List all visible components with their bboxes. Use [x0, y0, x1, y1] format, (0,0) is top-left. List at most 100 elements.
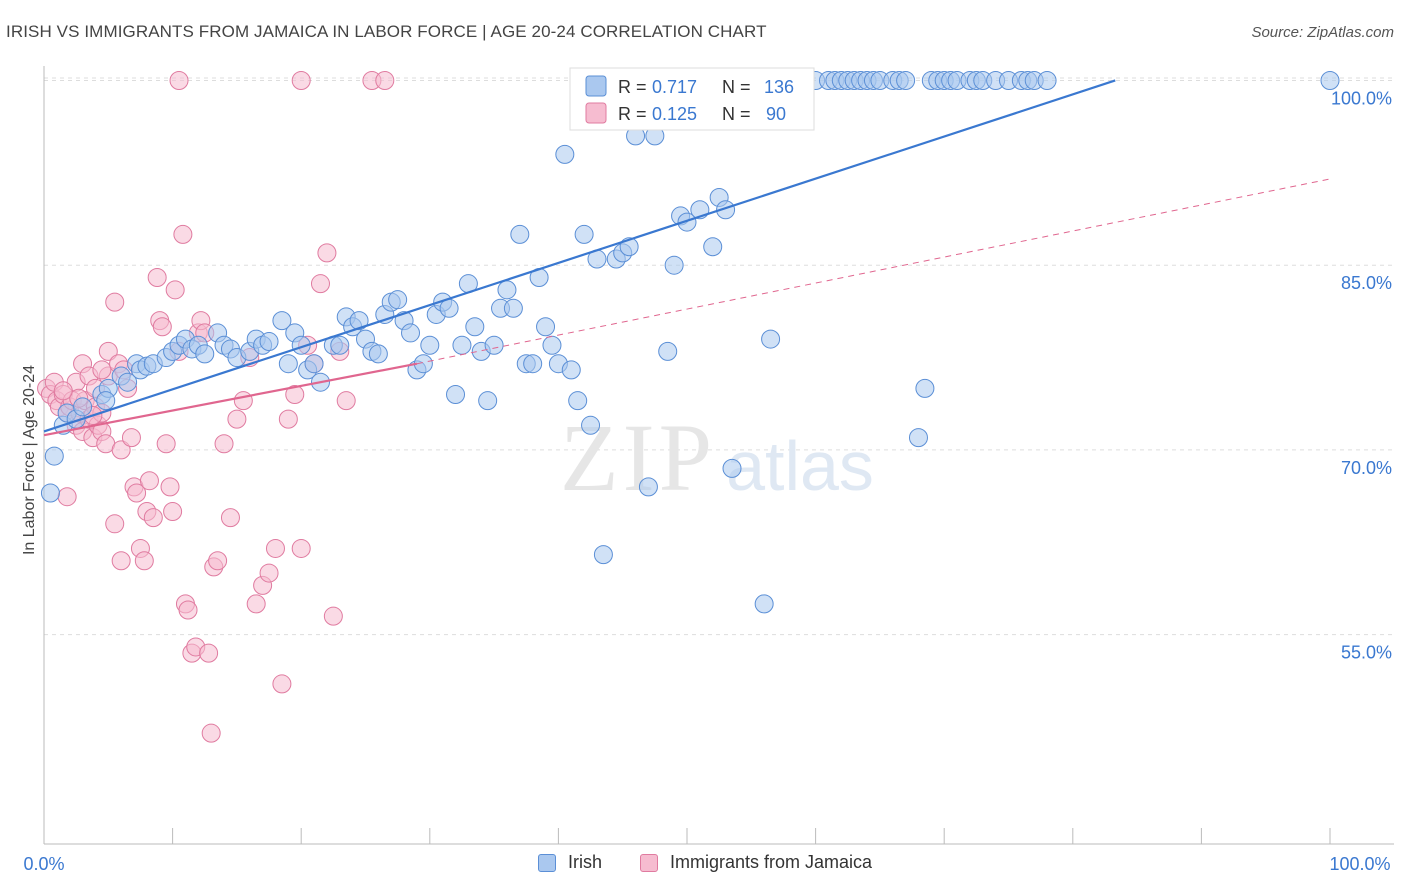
- irish-point: [510, 224, 530, 244]
- jamaica-point: [199, 643, 219, 663]
- legend-swatch-irish-bottom: [538, 853, 556, 872]
- jamaica-point: [375, 70, 395, 90]
- jamaica-point: [310, 274, 330, 294]
- jamaica-point: [53, 381, 73, 401]
- x-tick-label: 100.0%: [1329, 854, 1390, 874]
- jamaica-point: [214, 434, 234, 454]
- jamaica-point: [208, 551, 228, 571]
- jamaica-point: [291, 538, 311, 558]
- chart-title: IRISH VS IMMIGRANTS FROM JAMAICA IN LABO…: [6, 22, 767, 41]
- y-tick-label: 85.0%: [1341, 273, 1392, 293]
- jamaica-trend-line: [43, 362, 418, 437]
- irish-point: [330, 335, 350, 355]
- irish-point: [536, 317, 556, 337]
- legend-n-value-jamaica: 90: [766, 104, 786, 124]
- jamaica-point: [152, 317, 172, 337]
- jamaica-point: [98, 341, 118, 361]
- jamaica-point: [169, 70, 189, 90]
- irish-point: [478, 391, 498, 411]
- irish-point: [44, 446, 64, 466]
- jamaica-point: [227, 409, 247, 429]
- irish-point: [368, 344, 388, 364]
- legend-n-label-jamaica: N =: [722, 104, 751, 124]
- jamaica-point: [336, 391, 356, 411]
- jamaica-point: [220, 508, 240, 528]
- irish-point: [658, 341, 678, 361]
- jamaica-point: [173, 224, 193, 244]
- jamaica-point: [121, 428, 141, 448]
- irish-point: [40, 483, 60, 503]
- irish-points: [40, 70, 1340, 614]
- legend-swatch-jamaica-bottom: [640, 853, 658, 872]
- irish-point: [503, 298, 523, 318]
- irish-point: [574, 224, 594, 244]
- legend-label-irish: Irish: [568, 852, 603, 872]
- legend-label-jamaica: Immigrants from Jamaica: [670, 852, 873, 872]
- irish-point: [439, 298, 459, 318]
- irish-point: [304, 354, 324, 374]
- jamaica-point: [246, 594, 266, 614]
- irish-point: [1037, 70, 1057, 90]
- irish-point: [555, 144, 575, 164]
- irish-point: [259, 332, 279, 352]
- legend-item-irish: Irish: [538, 852, 602, 873]
- legend-swatch-irish: [585, 75, 607, 97]
- irish-point: [446, 385, 466, 405]
- jamaica-point: [165, 280, 185, 300]
- irish-point: [272, 311, 292, 331]
- irish-point: [722, 458, 742, 478]
- y-tick-label: 70.0%: [1341, 458, 1392, 478]
- jamaica-point: [201, 723, 221, 743]
- jamaica-point: [323, 606, 343, 626]
- jamaica-point: [259, 563, 279, 583]
- irish-point: [349, 311, 369, 331]
- irish-point: [523, 354, 543, 374]
- irish-point: [716, 200, 736, 220]
- top-legend-box: [569, 67, 815, 131]
- jamaica-point: [156, 434, 176, 454]
- jamaica-point: [111, 440, 131, 460]
- irish-point: [896, 70, 916, 90]
- jamaica-point: [139, 471, 159, 491]
- y-tick-label: 100.0%: [1331, 88, 1392, 108]
- jamaica-point: [134, 551, 154, 571]
- jamaica-point: [105, 292, 125, 312]
- irish-point: [677, 212, 697, 232]
- irish-point: [96, 391, 116, 411]
- irish-point: [497, 280, 517, 300]
- legend-n-value-irish: 136: [764, 77, 794, 97]
- irish-point: [664, 255, 684, 275]
- legend-item-jamaica: Immigrants from Jamaica: [640, 852, 872, 873]
- jamaica-point: [233, 391, 253, 411]
- irish-point: [118, 372, 138, 392]
- y-axis-label: In Labor Force | Age 20-24: [21, 364, 38, 556]
- irish-point: [484, 335, 504, 355]
- jamaica-point: [278, 409, 298, 429]
- irish-point: [452, 335, 472, 355]
- irish-point: [581, 415, 601, 435]
- jamaica-trend-extension: [416, 178, 1331, 365]
- jamaica-point: [105, 514, 125, 534]
- jamaica-point: [111, 551, 131, 571]
- jamaica-point: [57, 487, 77, 507]
- jamaica-point: [272, 674, 292, 694]
- irish-point: [638, 477, 658, 497]
- jamaica-point: [178, 600, 198, 620]
- irish-point: [568, 391, 588, 411]
- trend-lines: [43, 79, 1331, 437]
- irish-point: [908, 428, 928, 448]
- irish-point: [561, 360, 581, 380]
- irish-point: [542, 335, 562, 355]
- irish-point: [195, 344, 215, 364]
- irish-point: [278, 354, 298, 374]
- irish-point: [401, 323, 421, 343]
- jamaica-points: [37, 70, 395, 743]
- watermark-atlas: atlas: [726, 427, 874, 505]
- irish-point: [388, 290, 408, 310]
- irish-point: [754, 594, 774, 614]
- jamaica-point: [147, 268, 167, 288]
- jamaica-point: [92, 360, 112, 380]
- irish-trend-line: [43, 79, 1116, 433]
- jamaica-point: [265, 538, 285, 558]
